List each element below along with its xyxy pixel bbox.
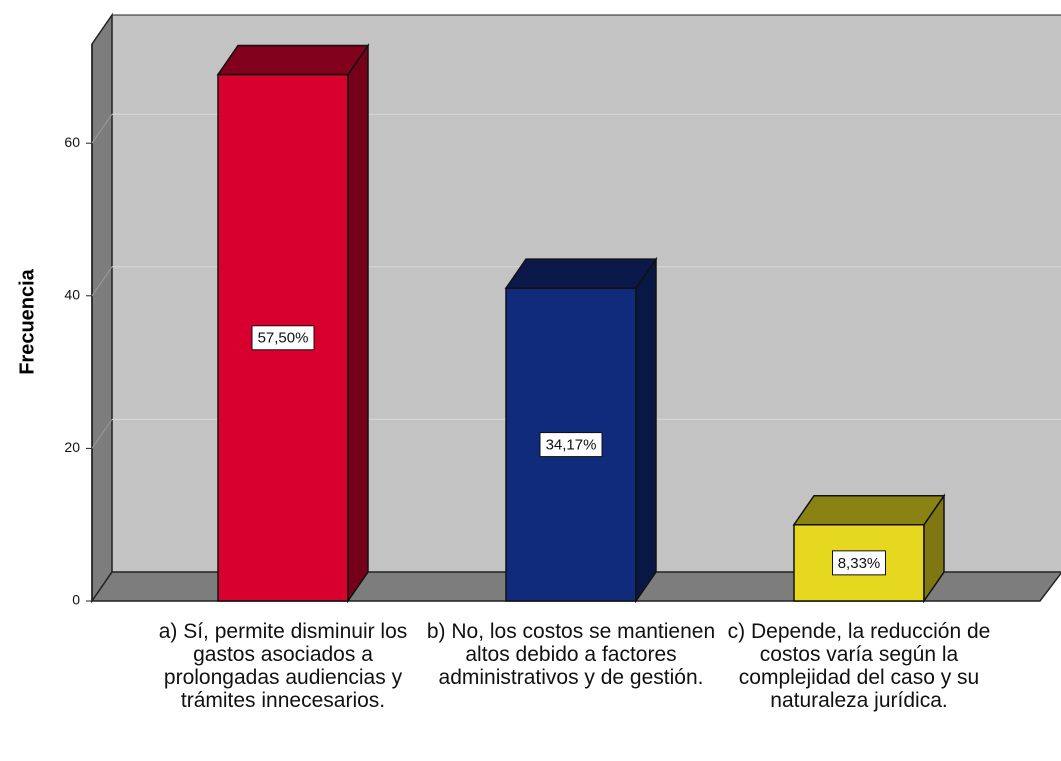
x-tick-label: b) No, los costos se mantienen altos deb…	[426, 620, 716, 689]
label-box	[539, 432, 603, 458]
data-label: 57,50%	[258, 330, 309, 347]
x-tick-label: a) Sí, permite disminuir los gastos asoc…	[158, 620, 408, 712]
grid-line	[91, 266, 113, 297]
y-tick-label: 60	[64, 134, 80, 150]
y-tick-label: 40	[64, 286, 80, 302]
bar	[504, 256, 658, 604]
bar	[216, 43, 370, 604]
data-label: 34,17%	[546, 437, 597, 454]
bar	[792, 493, 946, 604]
y-tick-label: 0	[72, 592, 80, 608]
y-tick-label: 20	[64, 439, 80, 455]
grid-line	[91, 113, 113, 144]
bar-side	[635, 256, 657, 604]
bar-top	[216, 44, 370, 76]
bar-top	[792, 494, 946, 526]
label-box	[251, 325, 315, 351]
bar-top	[504, 258, 658, 289]
y-axis-label: Frecuencia	[16, 268, 38, 374]
x-tick-label: c) Depende, la reducción de costos varía…	[727, 620, 991, 712]
data-label: 8,33%	[838, 555, 881, 572]
grid-line	[91, 419, 113, 449]
bar-side	[347, 43, 369, 604]
label-box	[832, 550, 886, 576]
left-wall	[91, 12, 113, 604]
